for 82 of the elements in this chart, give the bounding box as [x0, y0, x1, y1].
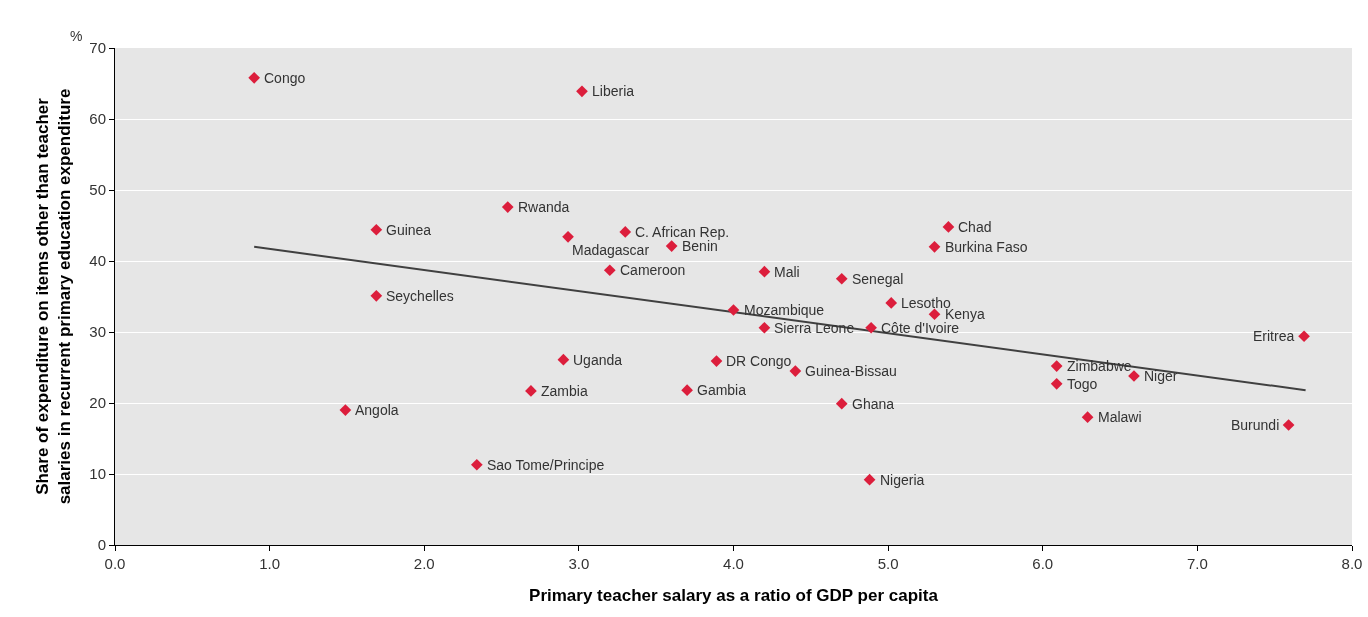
annotation: Togo: [1067, 376, 1098, 392]
annotation: Guinea-Bissau: [805, 363, 897, 379]
x-tick-label: 3.0: [568, 555, 590, 572]
x-tick-label: 7.0: [1186, 555, 1208, 572]
x-axis-title: Primary teacher salary as a ratio of GDP per capita: [529, 586, 939, 606]
annotation: Côte d'Ivoire: [881, 320, 960, 336]
point: [603, 264, 616, 277]
y-tick-label: 70: [89, 39, 106, 57]
point: [1050, 377, 1063, 390]
point: [1081, 411, 1094, 424]
point: [942, 221, 955, 233]
y-tick-label: 20: [89, 394, 106, 412]
annotation: DR Congo: [726, 353, 792, 369]
annotation: Chad: [958, 219, 992, 235]
point: [619, 226, 632, 238]
annotation: Rwanda: [518, 199, 570, 215]
y-tick-label: 30: [89, 323, 106, 341]
annotation: Mali: [774, 264, 800, 280]
point: [885, 297, 898, 309]
annotation: Uganda: [573, 352, 623, 368]
y-tick-label: 60: [89, 110, 106, 128]
annotation: Zambia: [541, 383, 588, 399]
annotation: Eritrea: [1253, 328, 1295, 344]
x-tick-label: 8.0: [1341, 555, 1363, 572]
y-tick-label: 50: [89, 181, 106, 199]
text: %: [70, 28, 83, 44]
point: [248, 71, 261, 84]
annotation: Lesotho: [901, 295, 952, 311]
point: [758, 321, 771, 334]
annotation: Seychelles: [386, 288, 454, 304]
annotation: Niger: [1144, 368, 1178, 384]
point: [557, 353, 570, 366]
y-tick-label: 40: [89, 252, 106, 270]
point: [1282, 419, 1295, 431]
point: [370, 223, 383, 236]
point: [835, 272, 848, 285]
annotation: Gambia: [697, 382, 747, 398]
annotation: Angola: [355, 402, 399, 418]
annotation: Madagascar: [572, 242, 650, 258]
y-tick-label: 0: [97, 536, 106, 554]
annotation: Ghana: [852, 396, 895, 412]
point: [339, 404, 352, 416]
point: [501, 201, 514, 213]
point: [665, 240, 678, 252]
annotation: C. African Rep.: [635, 224, 730, 240]
annotation: Burkina Faso: [945, 239, 1028, 255]
annotation: Congo: [264, 70, 306, 86]
annotation: Guinea: [386, 222, 432, 238]
point: [710, 355, 723, 367]
x-tick-label: 2.0: [413, 555, 435, 572]
point: [562, 231, 574, 243]
point: [789, 365, 802, 377]
point: [865, 321, 877, 334]
point: [1298, 330, 1310, 343]
x-tick-label: 5.0: [877, 555, 899, 572]
annotation: Benin: [682, 238, 718, 254]
point: [758, 265, 771, 278]
annotation: Zimbabwe: [1067, 358, 1132, 374]
y-axis-title: Share of expenditure on items other than teacher salaries in recurrent primary education expenditure: [32, 88, 74, 505]
point: [928, 240, 941, 253]
annotation: Sao Tome/Principe: [487, 457, 605, 473]
point: [863, 473, 876, 486]
annotation: Cameroon: [620, 262, 686, 278]
annotation: Mozambique: [744, 302, 825, 318]
point: [470, 458, 483, 471]
x-tick-label: 0.0: [104, 555, 126, 572]
x-tick-label: 4.0: [723, 555, 744, 572]
point: [727, 304, 740, 316]
point: [681, 384, 693, 397]
point: [835, 397, 848, 410]
annotation: Malawi: [1098, 409, 1142, 425]
point: [525, 385, 537, 397]
x-tick-label: 6.0: [1032, 555, 1054, 572]
annotation: Liberia: [592, 83, 635, 99]
point: [576, 85, 588, 98]
annotation: Burundi: [1231, 417, 1280, 433]
annotation: Nigeria: [880, 472, 925, 488]
point: [1050, 360, 1063, 372]
point: [370, 289, 383, 302]
x-tick-label: 1.0: [259, 555, 281, 572]
y-tick-label: 10: [89, 465, 106, 483]
annotation: Senegal: [852, 271, 904, 287]
